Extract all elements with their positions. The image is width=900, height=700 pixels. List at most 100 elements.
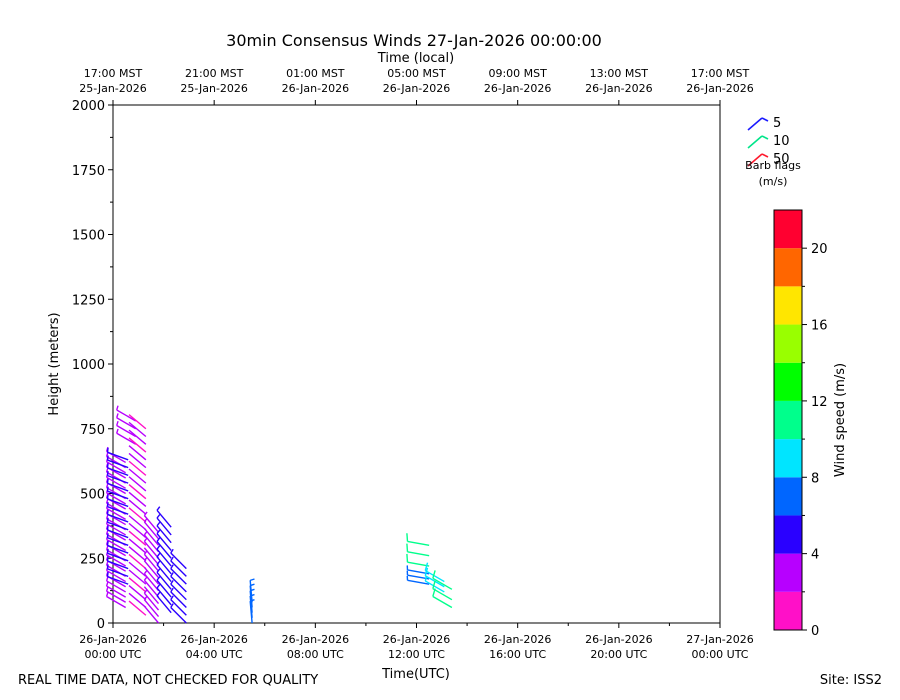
wind-barb <box>128 421 147 438</box>
wind-barb <box>143 527 160 546</box>
barb-half-flag <box>106 486 109 492</box>
wind-barb <box>106 517 129 531</box>
wind-barb <box>128 499 147 515</box>
wind-barb <box>105 581 126 598</box>
barb-half-flag <box>116 413 119 418</box>
wind-barb <box>106 502 129 515</box>
x-tick-label-date: 26-Jan-2026 <box>180 633 248 646</box>
barb-half-flag <box>170 556 174 562</box>
barb-staff <box>116 432 137 445</box>
barb-half-flag <box>156 591 161 597</box>
barb-staff <box>128 491 147 507</box>
wind-barb <box>156 529 172 551</box>
barb-staff <box>156 540 172 559</box>
barb-half-flag <box>106 478 109 484</box>
barb-staff <box>407 551 430 557</box>
wind-barb <box>156 506 172 528</box>
wind-barb <box>128 515 147 531</box>
barb-staff <box>128 569 147 585</box>
wind-barb <box>106 564 129 578</box>
barb-staff <box>143 573 160 592</box>
barb-staff <box>116 409 137 422</box>
barb-half-flag <box>106 455 109 461</box>
wind-barb <box>106 572 129 585</box>
wind-barb <box>128 577 147 593</box>
barb-full-flag <box>406 533 409 542</box>
wind-barb <box>128 437 147 453</box>
barb-staff <box>107 521 129 531</box>
legend-label: 50 <box>773 152 790 167</box>
wind-barb <box>128 585 147 601</box>
site-label: Site: ISS2 <box>819 673 882 688</box>
colorbar-label: Wind speed (m/s) <box>833 363 848 477</box>
barb-staff <box>106 507 126 521</box>
barb-staff <box>407 561 430 567</box>
barb-staff <box>143 586 160 605</box>
wind-barb <box>170 595 187 616</box>
top-x-tick-label-time: 05:00 MST <box>387 67 446 80</box>
barb-legend: 5 10 50 Barb flags (m/s) <box>745 116 801 188</box>
colorbar-tick-label: 20 <box>811 242 828 257</box>
barb-staff <box>128 538 147 554</box>
colorbar-bin <box>774 324 802 363</box>
barb-staff <box>432 577 453 590</box>
barb-half-flag <box>106 533 109 538</box>
wind-barb <box>128 592 147 608</box>
barb-staff <box>407 540 430 546</box>
barb-staff <box>107 537 129 546</box>
wind-barb <box>156 537 172 559</box>
barb-half-flag <box>424 576 428 582</box>
wind-barb <box>128 429 147 445</box>
colorbar: 0 4 8 12 16 20 <box>773 209 828 639</box>
wind-barb <box>128 546 147 562</box>
barb-half-flag <box>106 471 109 476</box>
barb-staff <box>128 468 147 484</box>
barb-half-flag <box>156 560 161 566</box>
wind-barb <box>143 586 160 605</box>
wind-barb <box>156 545 172 567</box>
wind-barb <box>432 570 453 590</box>
barb-staff <box>128 546 147 562</box>
top-x-tick-label-date: 26-Jan-2026 <box>686 82 754 95</box>
x-tick-label-time: 00:00 UTC <box>84 648 141 661</box>
colorbar-frame <box>773 209 803 631</box>
top-x-tick-label-date: 25-Jan-2026 <box>180 82 248 95</box>
barb-half-flag <box>106 509 109 515</box>
wind-barb <box>143 547 160 566</box>
barb-staff <box>156 587 172 606</box>
wind-barbs <box>105 405 453 624</box>
colorbar-tick-label: 0 <box>811 624 819 639</box>
wind-barb <box>116 421 137 438</box>
wind-barb <box>128 452 147 469</box>
barb-staff <box>143 566 160 585</box>
wind-barb <box>106 478 129 492</box>
barb-staff <box>128 484 147 500</box>
y-tick-label: 500 <box>80 488 105 503</box>
wind-barb <box>170 579 187 601</box>
wind-barb <box>170 564 187 585</box>
colorbar-tick-label: 16 <box>811 319 828 334</box>
wind-barb <box>128 468 147 484</box>
colorbar-bin <box>774 515 802 554</box>
x-tick-label-time: 12:00 UTC <box>388 648 445 661</box>
x-tick-label-date: 26-Jan-2026 <box>484 633 552 646</box>
barb-staff <box>128 476 147 492</box>
barb-staff <box>106 461 126 474</box>
barb-half-flag <box>170 548 174 554</box>
barb-half-flag <box>106 548 109 554</box>
barb-staff <box>128 421 147 438</box>
y-axis-label: Height (meters) <box>47 312 62 415</box>
barb-staff <box>106 585 126 598</box>
wind-barb <box>143 566 160 585</box>
y-tick-label: 1000 <box>72 358 105 373</box>
barb-half-flag <box>170 579 174 585</box>
barb-staff <box>128 577 147 593</box>
wind-barb <box>128 530 147 546</box>
barb-half-flag <box>156 545 161 550</box>
wind-barb <box>106 509 129 523</box>
barb-full-flag <box>424 562 429 571</box>
barb-half-flag <box>143 511 148 516</box>
wind-barb <box>106 533 129 546</box>
barb-staff <box>143 527 160 546</box>
barb-staff <box>143 553 160 572</box>
